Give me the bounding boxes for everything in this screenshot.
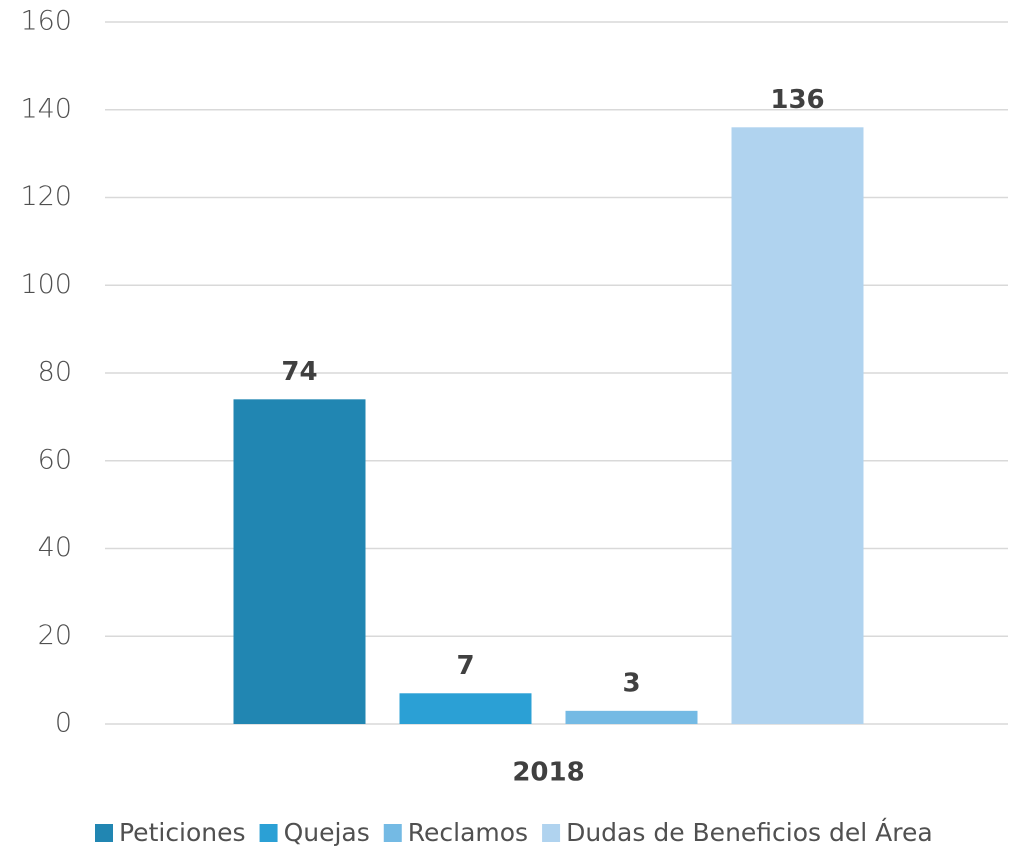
bar <box>233 399 366 724</box>
data-label: 7 <box>456 651 474 681</box>
data-label: 74 <box>281 357 317 387</box>
legend-label: Peticiones <box>119 818 246 847</box>
data-label: 136 <box>770 85 824 115</box>
y-tick-label: 140 <box>20 93 72 124</box>
y-tick-label: 80 <box>38 357 72 388</box>
legend-swatch <box>383 824 402 842</box>
bar <box>399 693 532 724</box>
legend-label: Quejas <box>284 818 370 847</box>
y-tick-label: 100 <box>20 269 72 300</box>
y-tick-label: 60 <box>38 444 72 475</box>
bar <box>731 127 864 725</box>
legend-label: Dudas de Beneficios del Área <box>566 818 933 847</box>
y-tick-label: 40 <box>38 532 72 563</box>
y-tick-label: 120 <box>20 181 72 212</box>
legend-label: Reclamos <box>408 818 528 847</box>
legend-swatch <box>542 824 561 842</box>
y-tick-label: 160 <box>20 6 72 37</box>
x-tick-label: 2018 <box>512 758 584 788</box>
y-tick-label: 20 <box>38 620 72 651</box>
bar <box>565 710 698 724</box>
data-label: 3 <box>622 668 640 698</box>
y-tick-label: 0 <box>55 708 72 739</box>
legend-swatch <box>259 824 278 842</box>
legend-swatch <box>95 824 113 842</box>
